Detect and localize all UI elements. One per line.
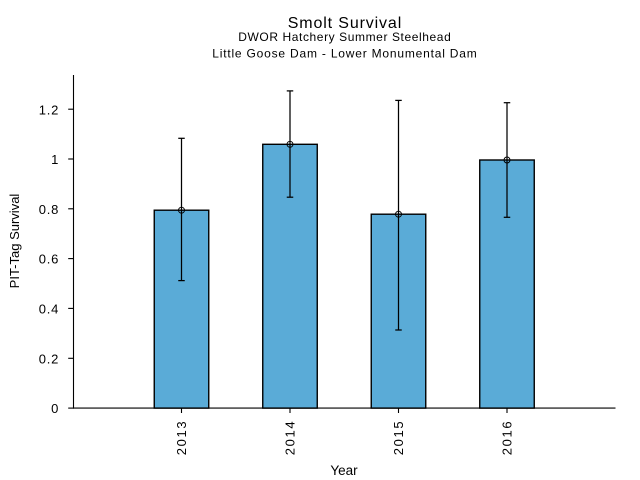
svg-text:PIT-Tag Survival: PIT-Tag Survival [7,194,22,289]
svg-text:2013: 2013 [174,421,189,455]
svg-text:2015: 2015 [391,421,406,455]
svg-text:2014: 2014 [283,421,298,455]
svg-text:0.6: 0.6 [39,252,59,267]
svg-text:Smolt Survival: Smolt Survival [288,15,402,32]
svg-text:0.2: 0.2 [39,351,59,366]
svg-text:2016: 2016 [500,421,515,455]
svg-text:0: 0 [51,401,58,416]
svg-text:1.2: 1.2 [39,102,59,117]
svg-text:0.4: 0.4 [39,302,59,317]
svg-text:1: 1 [51,152,58,167]
svg-text:Year: Year [330,463,358,478]
svg-text:DWOR Hatchery Summer Steelhead: DWOR Hatchery Summer Steelhead [238,30,451,44]
svg-text:0.8: 0.8 [39,202,59,217]
svg-text:Little Goose Dam - Lower Monum: Little Goose Dam - Lower Monumental Dam [212,46,477,60]
